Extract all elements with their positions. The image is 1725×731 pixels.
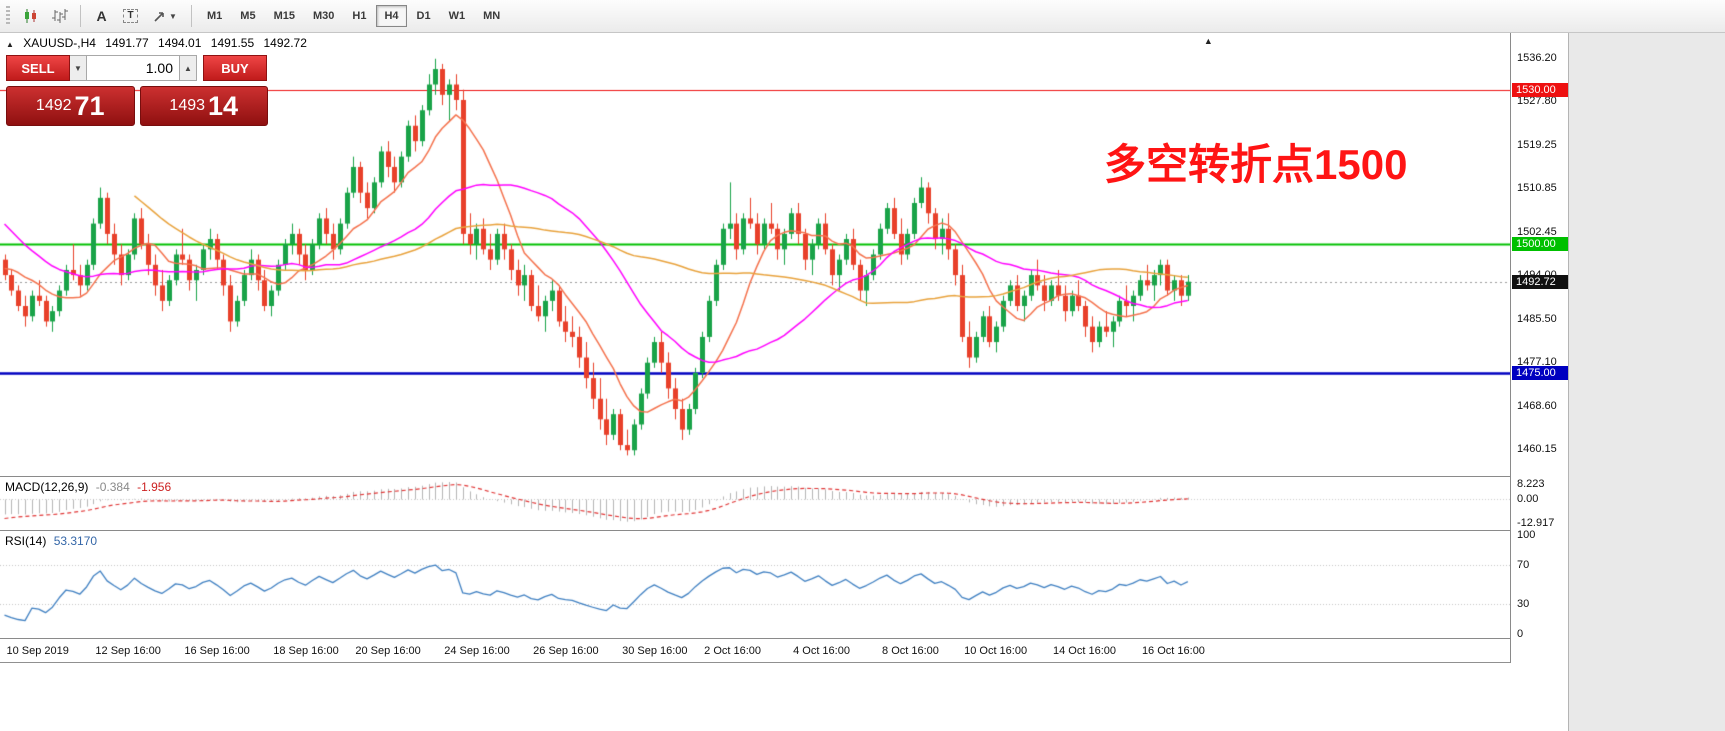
ask-pip-digits: 14 <box>208 90 239 121</box>
pane-separator[interactable] <box>0 530 1568 531</box>
ohlc-bars-tool-icon[interactable] <box>46 4 73 29</box>
bid-main-digits: 1492 <box>35 97 72 114</box>
time-tick: 20 Sep 16:00 <box>355 645 421 657</box>
pane-separator[interactable] <box>0 638 1568 639</box>
chart-annotation-text: 多空转折点1500 <box>1104 141 1408 188</box>
bar-close: 1492.72 <box>263 36 307 50</box>
price-tick: 1502.45 <box>1517 225 1557 238</box>
price-line-label: 1492.72 <box>1512 274 1568 289</box>
bars-icon <box>51 9 68 23</box>
time-tick: 4 Oct 16:00 <box>793 645 850 657</box>
price-tick: 1519.25 <box>1517 139 1557 152</box>
timeframe-button-M5[interactable]: M5 <box>232 5 263 27</box>
time-tick: 16 Oct 16:00 <box>1141 645 1205 657</box>
time-tick: 2 Oct 16:00 <box>704 645 762 657</box>
macd-axis-value: -12.917 <box>1517 517 1555 529</box>
timeframe-toolbar: M1 M5 M15 M30 H1 H4 D1 W1 MN <box>198 5 509 27</box>
price-tick: 1485.50 <box>1517 312 1557 325</box>
rsi-label: RSI(14) 53.3170 <box>5 534 97 548</box>
timeframe-button-H4[interactable]: H4 <box>376 5 407 27</box>
rsi-indicator-canvas[interactable] <box>0 531 1510 638</box>
bottom-area <box>0 663 1568 731</box>
arrow-shape-icon <box>154 12 164 22</box>
label-tool-icon[interactable]: T <box>117 4 144 29</box>
toolbar-separator <box>191 5 192 27</box>
chart-shift-marker[interactable]: ▲ <box>1203 36 1213 46</box>
bar-low: 1491.55 <box>210 36 255 50</box>
chart-window: ▲ XAUUSD-,H4 1491.77 1494.01 1491.55 149… <box>0 33 1568 663</box>
timeframe-button-MN[interactable]: MN <box>475 5 508 27</box>
timeframe-button-W1[interactable]: W1 <box>441 5 474 27</box>
rsi-axis-value: 0 <box>1517 628 1524 640</box>
quote-row: 1492 71 1493 14 <box>6 86 268 126</box>
volume-decrease-button[interactable]: ▼ <box>70 55 87 81</box>
sell-button[interactable]: SELL <box>6 55 70 81</box>
time-tick: 16 Sep 16:00 <box>184 645 250 657</box>
text-tool-icon[interactable]: A <box>88 4 115 29</box>
rsi-value: 53.3170 <box>53 534 98 548</box>
macd-indicator-canvas[interactable] <box>0 477 1510 530</box>
macd-axis-value: 8.223 <box>1517 478 1545 490</box>
rsi-axis-value: 70 <box>1517 558 1530 571</box>
right-gutter <box>1568 33 1725 731</box>
candlesticks-tool-icon[interactable] <box>17 4 44 29</box>
timeframe-button-D1[interactable]: D1 <box>409 5 439 27</box>
time-axis[interactable]: 10 Sep 2019 12 Sep 16:00 16 Sep 16:00 18 Se… <box>0 639 1510 663</box>
time-tick: 8 Oct 16:00 <box>882 645 939 657</box>
time-tick: 10 Oct 16:00 <box>964 645 1028 657</box>
ask-price-display: 1493 14 <box>139 86 268 126</box>
macd-value: -0.384 <box>95 480 130 494</box>
timeframe-button-M15[interactable]: M15 <box>266 5 303 27</box>
rsi-axis-value: 100 <box>1517 529 1536 541</box>
time-tick: 10 Sep 2019 <box>6 645 69 657</box>
volume-input[interactable] <box>87 55 180 81</box>
toolbar-grip[interactable] <box>6 6 10 26</box>
time-tick: 12 Sep 16:00 <box>95 645 161 657</box>
symbol-name: XAUUSD-,H4 <box>23 36 96 50</box>
one-click-collapse-icon[interactable]: ▲ <box>6 40 14 49</box>
price-axis[interactable]: 1536.201527.801519.251510.851502.451494.… <box>1510 33 1568 663</box>
ask-main-digits: 1493 <box>169 97 206 114</box>
bar-open: 1491.77 <box>105 36 149 50</box>
toolbar: A T ▼ M1 M5 M15 M30 H1 H4 D1 W1 MN <box>0 0 1725 33</box>
timeframe-button-M30[interactable]: M30 <box>305 5 342 27</box>
buy-button[interactable]: BUY <box>203 55 267 81</box>
price-line-label: 1530.00 <box>1512 82 1568 97</box>
price-tick: 1468.60 <box>1517 399 1557 412</box>
time-tick: 24 Sep 16:00 <box>444 645 510 657</box>
price-line-label: 1500.00 <box>1512 237 1568 252</box>
price-tick: 1527.80 <box>1517 94 1557 107</box>
macd-name: MACD(12,26,9) <box>5 480 89 494</box>
price-tick: 1477.10 <box>1517 356 1557 369</box>
rsi-axis-value: 30 <box>1517 598 1530 611</box>
macd-axis-value: 0.00 <box>1517 492 1539 505</box>
bid-price-display: 1492 71 <box>6 86 135 126</box>
trade-buttons-row: SELL ▼ ▲ BUY <box>6 55 268 81</box>
price-line-label: 1475.00 <box>1512 365 1568 380</box>
toolbar-separator <box>80 5 81 27</box>
time-tick: 14 Oct 16:00 <box>1053 645 1117 657</box>
bar-high: 1494.01 <box>158 36 202 50</box>
boxed-t-icon: T <box>123 9 138 23</box>
macd-label: MACD(12,26,9) -0.384 -1.956 <box>5 480 171 494</box>
letter-a-icon: A <box>96 8 107 24</box>
price-tick: 1536.20 <box>1517 51 1557 64</box>
macd-signal-value: -1.956 <box>137 480 172 494</box>
one-click-trading-panel: SELL ▼ ▲ BUY 1492 71 1493 14 <box>6 55 268 126</box>
time-tick: 30 Sep 16:00 <box>622 645 688 657</box>
bid-pip-digits: 71 <box>74 90 105 121</box>
candlestick-icon <box>24 9 36 23</box>
symbol-info: ▲ XAUUSD-,H4 1491.77 1494.01 1491.55 149… <box>6 36 313 50</box>
timeframe-button-H1[interactable]: H1 <box>344 5 374 27</box>
price-tick: 1510.85 <box>1517 182 1557 195</box>
time-tick: 18 Sep 16:00 <box>273 645 339 657</box>
time-tick: 26 Sep 16:00 <box>533 645 599 657</box>
pane-separator[interactable] <box>0 476 1568 477</box>
volume-increase-button[interactable]: ▲ <box>180 55 197 81</box>
price-tick: 1460.15 <box>1517 443 1557 456</box>
timeframe-button-M1[interactable]: M1 <box>199 5 230 27</box>
chevron-down-icon: ▼ <box>169 11 177 21</box>
arrow-tools-dropdown[interactable]: ▼ <box>146 4 184 29</box>
rsi-name: RSI(14) <box>5 534 47 548</box>
